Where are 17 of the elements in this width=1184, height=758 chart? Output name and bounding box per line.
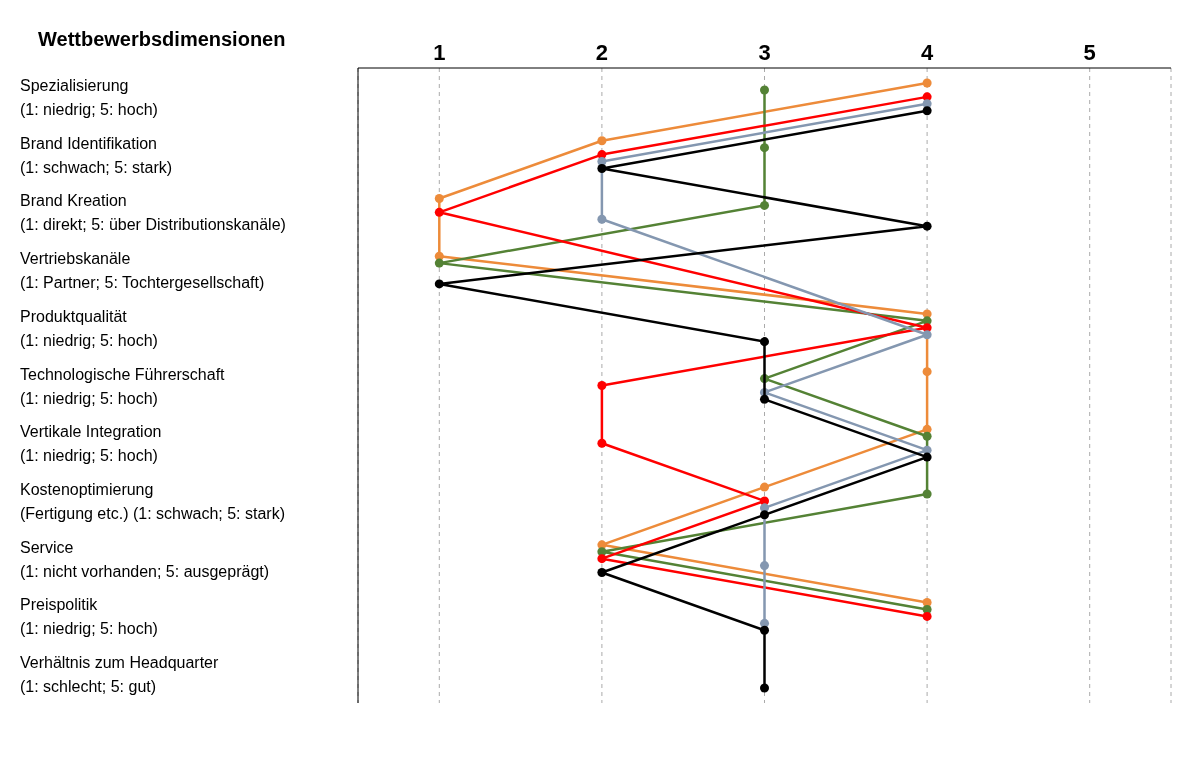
y-tick-label: Verhältnis zum Headquarter (1: schlecht; 5: gut) [20, 654, 219, 696]
y-tick-label: Vertriebskanäle (1: Partner; 5: Tochtergesellschaft) [20, 250, 265, 292]
x-tick-label: 1 [433, 40, 446, 65]
y-tick-label: Preispolitik (1: niedrig; 5: hoch) [20, 596, 158, 638]
x-tick-label: 2 [595, 40, 609, 65]
y-tick-label: Service (1: nicht vorhanden; 5: ausgeprägt) [20, 538, 270, 580]
x-tick-label: 3 [758, 40, 771, 65]
y-tick-label: Spezialisierung (1: niedrig; 5: hoch) [20, 76, 158, 118]
x-tick-label: 5 [1083, 40, 1096, 65]
y-tick-label: Brand Kreation (1: direkt; 5: über Distributionskanäle) [20, 192, 286, 234]
y-tick-label: Technologische Führerschaft (1: niedrig; 5: hoch) [20, 365, 226, 407]
y-tick-label: Vertikale Integration (1: niedrig; 5: hoch) [20, 423, 162, 465]
y-axis-title: Wettbewerbsdimensionen [38, 28, 286, 51]
y-tick-label: Kostenoptimierung (Fertigung etc.) (1: schwach; 5: stark) [20, 480, 285, 522]
y-tick-label: Brand Identifikation (1: schwach; 5: stark) [20, 134, 173, 176]
y-tick-label: Produktqualität (1: niedrig; 5: hoch) [20, 307, 158, 349]
x-tick-label: 4 [920, 40, 934, 65]
